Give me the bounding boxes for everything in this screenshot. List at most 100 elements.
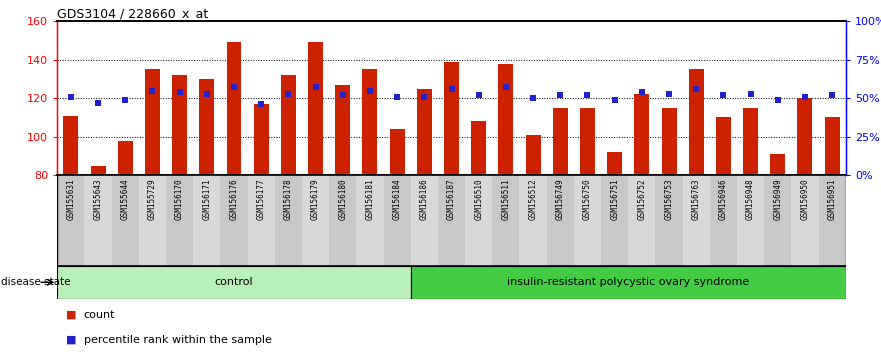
Bar — [574, 175, 601, 266]
Text: GSM155729: GSM155729 — [148, 178, 157, 219]
Text: GSM156176: GSM156176 — [229, 178, 239, 219]
Text: ■: ■ — [66, 335, 77, 345]
Bar — [683, 175, 710, 266]
Text: GSM156184: GSM156184 — [393, 178, 402, 219]
Text: GSM156950: GSM156950 — [801, 178, 810, 219]
Bar — [438, 175, 465, 266]
Bar — [411, 266, 846, 299]
Text: GDS3104 / 228660_x_at: GDS3104 / 228660_x_at — [57, 7, 209, 20]
Bar — [302, 175, 329, 266]
Point — [308, 85, 322, 90]
Bar — [356, 175, 383, 266]
Bar — [85, 175, 112, 266]
Bar — [139, 175, 166, 266]
Point — [281, 91, 295, 96]
Bar — [172, 75, 187, 175]
Bar — [710, 175, 737, 266]
Point — [363, 88, 377, 93]
Point — [716, 92, 730, 98]
Text: GSM155644: GSM155644 — [121, 178, 130, 219]
Text: GSM155631: GSM155631 — [66, 178, 76, 219]
Bar — [689, 69, 704, 175]
Text: GSM156749: GSM156749 — [556, 178, 565, 219]
Bar — [226, 42, 241, 175]
Point — [118, 97, 132, 103]
Text: GSM156753: GSM156753 — [664, 178, 674, 219]
Text: GSM156170: GSM156170 — [175, 178, 184, 219]
Bar — [63, 115, 78, 175]
Bar — [112, 175, 139, 266]
Bar — [336, 85, 351, 175]
Text: GSM156511: GSM156511 — [501, 178, 510, 219]
Point — [771, 97, 785, 103]
Bar — [118, 141, 133, 175]
Bar — [417, 88, 432, 175]
Bar — [383, 175, 411, 266]
Text: ■: ■ — [66, 310, 77, 320]
Bar — [145, 69, 160, 175]
Bar — [444, 62, 459, 175]
Point — [444, 86, 458, 92]
Bar — [607, 152, 622, 175]
Bar — [57, 175, 85, 266]
Bar — [662, 108, 677, 175]
Point — [662, 91, 676, 96]
Bar — [281, 75, 296, 175]
Bar — [308, 42, 323, 175]
Bar — [634, 95, 649, 175]
Text: GSM156181: GSM156181 — [366, 178, 374, 219]
Bar — [275, 175, 302, 266]
Bar — [764, 175, 791, 266]
Point — [254, 102, 268, 107]
Point — [200, 91, 214, 96]
Bar — [770, 154, 785, 175]
Point — [173, 89, 187, 95]
Point — [581, 92, 595, 98]
Point — [91, 100, 105, 106]
Bar — [818, 175, 846, 266]
Point — [526, 95, 540, 101]
Bar — [91, 166, 106, 175]
Text: GSM156177: GSM156177 — [256, 178, 266, 219]
Point — [553, 92, 567, 98]
Text: insulin-resistant polycystic ovary syndrome: insulin-resistant polycystic ovary syndr… — [507, 277, 750, 287]
Bar — [552, 108, 567, 175]
Bar — [199, 79, 214, 175]
Bar — [791, 175, 818, 266]
Point — [145, 88, 159, 93]
Point — [635, 89, 649, 95]
Text: GSM156750: GSM156750 — [583, 178, 592, 219]
Point — [471, 92, 485, 98]
Point — [63, 94, 78, 99]
Point — [608, 97, 622, 103]
Text: GSM156510: GSM156510 — [474, 178, 483, 219]
Point — [227, 85, 241, 90]
Text: GSM156763: GSM156763 — [692, 178, 700, 219]
Text: GSM156187: GSM156187 — [447, 178, 456, 219]
Bar — [220, 175, 248, 266]
Bar — [580, 108, 595, 175]
Bar — [362, 69, 377, 175]
Bar — [411, 175, 438, 266]
Text: GSM156178: GSM156178 — [284, 178, 292, 219]
Text: GSM156180: GSM156180 — [338, 178, 347, 219]
Text: GSM156171: GSM156171 — [203, 178, 211, 219]
Point — [798, 94, 812, 99]
Bar — [193, 175, 220, 266]
Text: GSM156946: GSM156946 — [719, 178, 728, 219]
Point — [499, 85, 513, 90]
Bar — [655, 175, 683, 266]
Bar — [716, 118, 731, 175]
Point — [336, 92, 350, 98]
Text: GSM155643: GSM155643 — [93, 178, 102, 219]
Text: GSM156179: GSM156179 — [311, 178, 320, 219]
Text: GSM156951: GSM156951 — [827, 178, 837, 219]
Bar — [389, 129, 404, 175]
Text: GSM156186: GSM156186 — [420, 178, 429, 219]
Bar — [797, 98, 812, 175]
Bar — [737, 175, 764, 266]
Point — [744, 91, 758, 96]
Point — [418, 94, 432, 99]
Text: percentile rank within the sample: percentile rank within the sample — [84, 335, 271, 345]
Bar — [248, 175, 275, 266]
